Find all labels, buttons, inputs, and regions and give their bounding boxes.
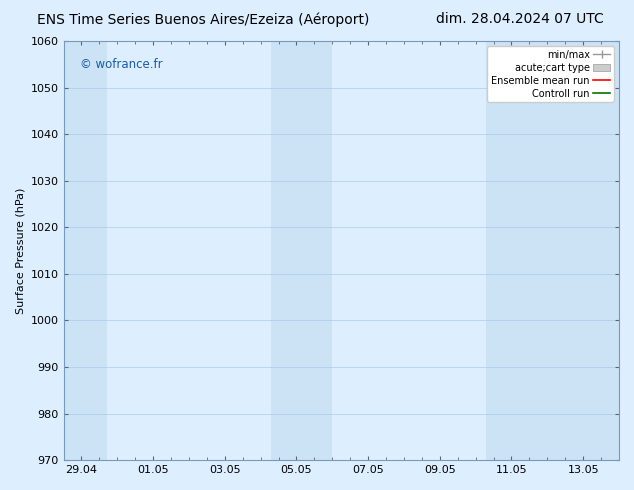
- Y-axis label: Surface Pressure (hPa): Surface Pressure (hPa): [15, 187, 25, 314]
- Text: ENS Time Series Buenos Aires/Ezeiza (Aéroport): ENS Time Series Buenos Aires/Ezeiza (Aér…: [37, 12, 369, 27]
- Bar: [63, 41, 107, 460]
- Bar: [486, 41, 619, 460]
- Legend: min/max, acute;cart type, Ensemble mean run, Controll run: min/max, acute;cart type, Ensemble mean …: [488, 46, 614, 102]
- Text: © wofrance.fr: © wofrance.fr: [81, 58, 163, 71]
- Bar: [271, 41, 332, 460]
- Text: dim. 28.04.2024 07 UTC: dim. 28.04.2024 07 UTC: [436, 12, 604, 26]
